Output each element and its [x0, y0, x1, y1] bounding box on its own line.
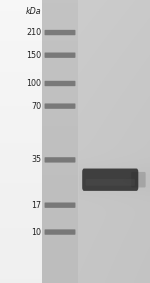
FancyBboxPatch shape — [45, 229, 75, 235]
FancyBboxPatch shape — [45, 103, 75, 109]
Text: 10: 10 — [31, 228, 41, 237]
FancyBboxPatch shape — [45, 203, 75, 208]
FancyBboxPatch shape — [131, 172, 146, 188]
Text: 35: 35 — [31, 155, 41, 164]
FancyBboxPatch shape — [86, 179, 135, 186]
FancyBboxPatch shape — [45, 30, 75, 35]
Text: 150: 150 — [26, 51, 41, 60]
FancyBboxPatch shape — [82, 169, 138, 191]
Text: 70: 70 — [31, 102, 41, 111]
Text: kDa: kDa — [26, 7, 41, 16]
FancyBboxPatch shape — [45, 157, 75, 162]
FancyBboxPatch shape — [45, 81, 75, 86]
Text: 210: 210 — [26, 28, 41, 37]
Text: 17: 17 — [31, 201, 41, 210]
Text: 100: 100 — [26, 79, 41, 88]
FancyBboxPatch shape — [45, 53, 75, 58]
